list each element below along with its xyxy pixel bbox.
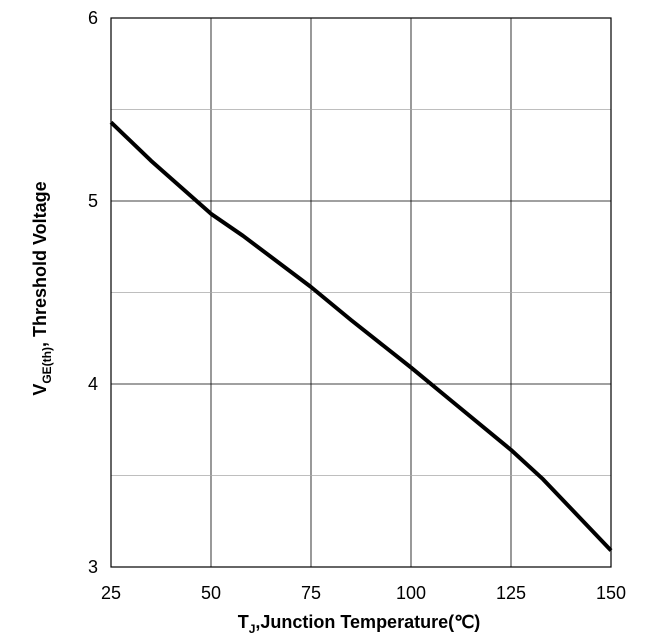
grid — [111, 18, 611, 567]
y-axis-label: VGE(th), Threshold Voltage — [30, 181, 54, 395]
x-tick-labels: 25 50 75 100 125 150 — [101, 583, 626, 603]
y-axis-label-rest: , Threshold Voltage — [30, 181, 50, 347]
y-tick-label-3: 3 — [88, 557, 98, 577]
y-tick-labels: 3 4 5 6 — [88, 8, 98, 577]
x-axis-label: TJ,Junction Temperature(℃) — [238, 612, 481, 636]
x-tick-label-100: 100 — [396, 583, 426, 603]
x-axis-label-subscript: J — [249, 622, 256, 636]
x-tick-label-50: 50 — [201, 583, 221, 603]
y-tick-label-6: 6 — [88, 8, 98, 28]
series-layer — [109, 120, 613, 552]
y-tick-label-4: 4 — [88, 374, 98, 394]
series-line-0 — [109, 120, 613, 552]
x-axis-label-rest: ,Junction Temperature(℃) — [255, 612, 480, 632]
plot-frame — [110, 17, 612, 568]
x-tick-label-125: 125 — [496, 583, 526, 603]
x-tick-label-25: 25 — [101, 583, 121, 603]
y-tick-label-5: 5 — [88, 191, 98, 211]
y-axis-label-main: V — [30, 384, 50, 396]
x-tick-label-75: 75 — [301, 583, 321, 603]
y-axis-label-subscript: GE(th) — [40, 347, 54, 384]
x-axis-label-main: T — [238, 612, 249, 632]
x-tick-label-150: 150 — [596, 583, 626, 603]
